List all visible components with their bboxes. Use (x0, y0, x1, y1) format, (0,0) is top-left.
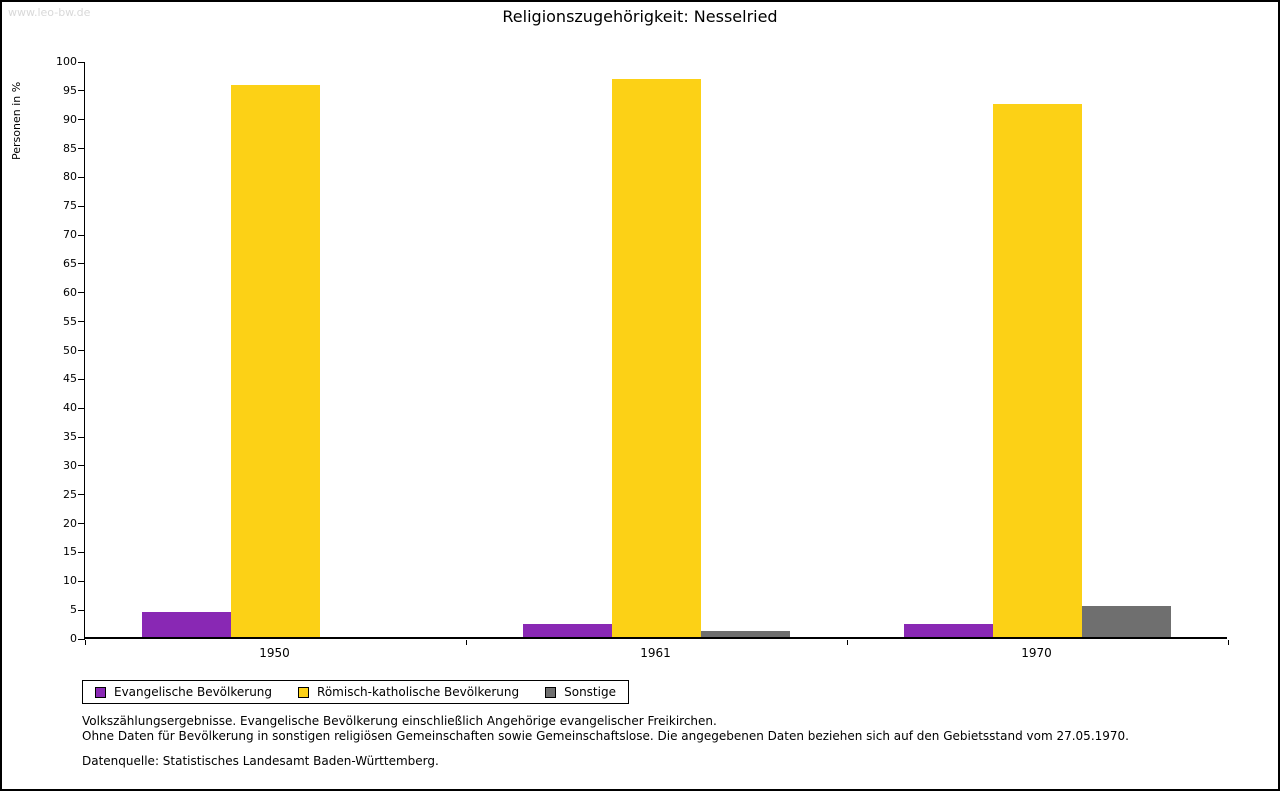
y-tick (78, 148, 85, 150)
legend-item-sonstige: Sonstige (545, 685, 616, 699)
y-tick-label: 25 (63, 487, 77, 501)
x-axis-label-1970: 1970 (1021, 646, 1052, 660)
y-tick (78, 350, 85, 351)
y-tick-label: 95 (63, 83, 77, 97)
legend-swatch-sonstige (545, 686, 557, 698)
y-tick (78, 465, 85, 467)
y-tick (78, 638, 85, 640)
y-tick-label: 90 (63, 112, 77, 126)
y-tick (78, 378, 85, 380)
bar-sonstige-1970 (1082, 605, 1171, 637)
x-tick (465, 640, 467, 645)
x-tick (846, 640, 848, 645)
y-tick-label: 30 (63, 458, 77, 472)
legend-item-katholisch: Römisch-katholische Bevölkerung (298, 685, 519, 699)
y-tick-label: 70 (63, 228, 77, 242)
y-tick (78, 205, 85, 207)
y-tick-label: 15 (63, 545, 77, 559)
x-axis-label-1950: 1950 (259, 646, 290, 660)
y-tick (78, 292, 85, 294)
y-tick-label: 75 (63, 199, 77, 213)
y-tick (78, 61, 85, 63)
y-tick (78, 321, 85, 323)
legend-label-katholisch: Römisch-katholische Bevölkerung (317, 685, 520, 699)
watermark: www.leo-bw.de (8, 6, 91, 19)
y-tick-label: 10 (63, 574, 77, 588)
data-source: Datenquelle: Statistisches Landesamt Bad… (82, 754, 439, 768)
y-tick (78, 494, 85, 496)
y-tick (78, 90, 85, 92)
bar-katholisch-1961 (612, 79, 701, 637)
chart-title: Religionszugehörigkeit: Nesselried (502, 7, 778, 26)
y-tick (78, 119, 85, 121)
y-axis-label: Personen in % (10, 81, 23, 160)
y-tick-label: 35 (63, 430, 77, 444)
bar-katholisch-1970 (993, 104, 1082, 637)
y-tick-label: 50 (63, 343, 77, 357)
bar-sonstige-1961 (701, 631, 790, 637)
bar-katholisch-1950 (231, 84, 320, 637)
y-tick-label: 45 (63, 372, 77, 386)
y-tick (78, 263, 85, 265)
y-tick-label: 5 (70, 603, 77, 617)
bar-evangelisch-1961 (523, 623, 612, 637)
x-tick (84, 640, 86, 645)
legend-item-evangelisch: Evangelische Bevölkerung (95, 685, 272, 699)
legend-swatch-katholisch (298, 686, 310, 698)
y-tick (78, 436, 85, 438)
y-tick (78, 551, 85, 553)
y-tick (78, 234, 85, 236)
plot-area: 0 5 10 15 20 25 30 35 40 45 50 55 60 65 70 75 80 85 90 95 10… (56, 55, 1229, 645)
legend-label-evangelisch: Evangelische Bevölkerung (114, 685, 273, 699)
y-tick-label: 65 (63, 256, 77, 270)
x-axis-labels: 1950 1961 1970 (2, 646, 1278, 662)
bar-evangelisch-1970 (904, 623, 993, 637)
y-tick (78, 609, 85, 611)
footnotes: Volkszählungsergebnisse. Evangelische Be… (82, 714, 1129, 769)
legend-label-sonstige: Sonstige (564, 685, 616, 699)
y-tick-label: 40 (63, 401, 77, 415)
y-tick-label: 60 (63, 285, 77, 299)
y-tick (78, 176, 85, 178)
y-tick-label: 0 (70, 632, 77, 645)
footnote-line-1: Volkszählungsergebnisse. Evangelische Be… (82, 714, 717, 728)
y-tick-label: 85 (63, 141, 77, 155)
bar-evangelisch-1950 (142, 612, 231, 637)
legend-swatch-evangelisch (95, 686, 106, 698)
y-tick-label: 100 (56, 55, 77, 68)
x-axis-label-1961: 1961 (640, 646, 671, 660)
y-tick (78, 407, 85, 409)
y-tick-label: 20 (63, 516, 77, 530)
footnote-line-2: Ohne Daten für Bevölkerung in sonstigen … (82, 729, 1129, 743)
y-tick-label: 80 (63, 170, 77, 184)
y-tick (78, 580, 85, 582)
y-tick (78, 523, 85, 525)
y-tick-label: 55 (63, 314, 77, 328)
legend: Evangelische Bevölkerung Römisch-katholis… (82, 680, 629, 704)
x-tick (1227, 640, 1229, 645)
